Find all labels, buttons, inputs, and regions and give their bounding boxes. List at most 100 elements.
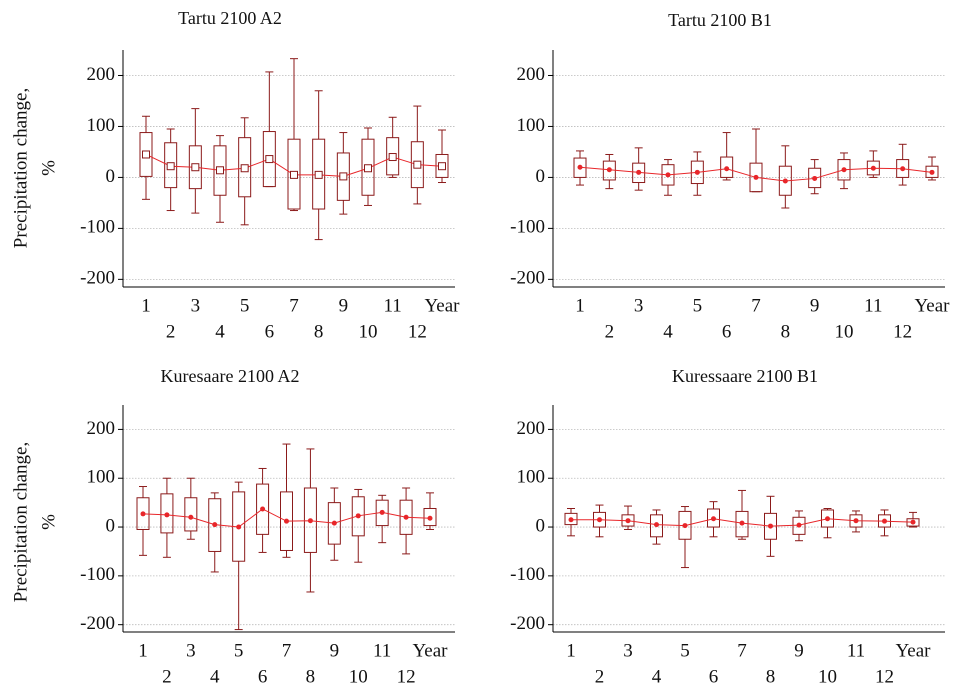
center-marker: [782, 178, 788, 184]
center-marker: [606, 167, 612, 173]
x-tick-label: 4: [663, 321, 673, 342]
y-tick-label: -100: [510, 564, 545, 585]
x-tick-label: 5: [693, 295, 703, 316]
center-marker: [841, 167, 847, 173]
center-marker: [711, 516, 716, 522]
center-marker: [812, 175, 818, 181]
box: [327, 502, 341, 545]
x-tick-label: 12: [893, 321, 912, 342]
x-tick-label: 7: [289, 295, 299, 316]
center-marker: [284, 518, 289, 524]
x-tick-label: Year: [424, 295, 460, 316]
center-marker: [724, 166, 730, 172]
x-tick-label: 3: [634, 295, 644, 316]
y-tick-label: 200: [87, 418, 116, 439]
center-marker: [636, 169, 642, 175]
box: [351, 496, 365, 537]
x-tick-label: 8: [306, 666, 316, 687]
center-marker: [166, 162, 175, 171]
box: [707, 508, 720, 528]
center-marker: [438, 162, 446, 171]
x-tick-label: 2: [166, 321, 176, 342]
center-marker: [929, 169, 935, 175]
y-tick-label: -100: [80, 564, 115, 585]
center-marker: [568, 517, 574, 523]
x-tick-label: 6: [265, 321, 275, 342]
chart-title: Tartu 2100 B1: [668, 10, 772, 30]
chart-title: Kuressaare 2100 B1: [672, 366, 818, 386]
box: [336, 152, 350, 201]
center-marker: [142, 150, 150, 159]
y-axis-label: %: [38, 160, 59, 176]
center-marker: [825, 516, 830, 522]
x-tick-label: Year: [412, 640, 448, 661]
x-tick-label: 3: [186, 640, 196, 661]
x-tick-label: 12: [408, 321, 427, 342]
x-tick-label: 5: [680, 640, 690, 661]
chart-panel: Tartu 2100 B1-200-1000100200123456789101…: [510, 10, 950, 342]
center-marker: [260, 506, 266, 512]
center-marker: [853, 518, 859, 524]
box: [423, 507, 437, 527]
center-marker: [427, 515, 433, 521]
x-tick-label: 9: [339, 295, 349, 316]
center-marker: [388, 153, 397, 162]
box: [808, 167, 822, 189]
y-tick-label: 100: [87, 467, 116, 488]
center-marker: [882, 518, 887, 524]
center-marker: [739, 520, 745, 526]
x-tick-label: Year: [895, 640, 931, 661]
box: [564, 512, 578, 526]
y-tick-label: 100: [87, 115, 116, 136]
box: [650, 514, 663, 538]
box: [256, 483, 270, 535]
box: [238, 137, 252, 198]
x-tick-label: 4: [210, 666, 220, 687]
center-marker: [355, 513, 361, 519]
y-tick-label: 200: [517, 64, 546, 85]
center-marker: [403, 514, 409, 520]
box: [720, 156, 734, 178]
center-marker: [191, 163, 200, 172]
box: [262, 131, 276, 188]
center-marker: [364, 164, 372, 173]
x-tick-label: 12: [397, 666, 416, 687]
center-marker: [665, 172, 671, 178]
center-marker: [331, 520, 337, 526]
x-tick-label: 6: [722, 321, 732, 342]
chart-title: Tartu 2100 A2: [178, 8, 282, 28]
x-tick-label: 1: [566, 640, 576, 661]
center-marker: [188, 514, 194, 520]
x-tick-label: 2: [162, 666, 172, 687]
box: [792, 516, 806, 535]
x-tick-label: 1: [141, 295, 151, 316]
center-marker: [796, 522, 802, 528]
x-tick-label: 10: [835, 321, 854, 342]
box: [160, 493, 174, 534]
box: [287, 138, 301, 210]
x-tick-label: 2: [605, 321, 615, 342]
box: [312, 138, 326, 210]
center-marker: [768, 523, 773, 529]
x-tick-label: 9: [810, 295, 820, 316]
x-tick-label: 11: [847, 640, 865, 661]
y-axis-label: %: [38, 514, 59, 530]
y-axis-label: Precipitation change,: [10, 88, 31, 248]
x-tick-label: 11: [384, 295, 402, 316]
center-marker: [236, 524, 242, 530]
x-tick-label: 4: [215, 321, 225, 342]
x-tick-label: 2: [595, 666, 605, 687]
center-marker: [307, 518, 313, 524]
chart-panel: Tartu 2100 A2 Precipitation change, % -200 -…: [10, 8, 460, 342]
x-tick-label: 11: [373, 640, 391, 661]
box: [361, 138, 375, 196]
chart-title: Kuresaare 2100 A2: [161, 366, 300, 386]
x-tick-label: 7: [751, 295, 761, 316]
y-tick-label: -200: [80, 268, 115, 289]
x-tick-label: 10: [818, 666, 837, 687]
box: [690, 160, 704, 185]
y-tick-label: -200: [510, 268, 545, 289]
box: [386, 137, 400, 176]
x-tick-label: 8: [314, 321, 324, 342]
